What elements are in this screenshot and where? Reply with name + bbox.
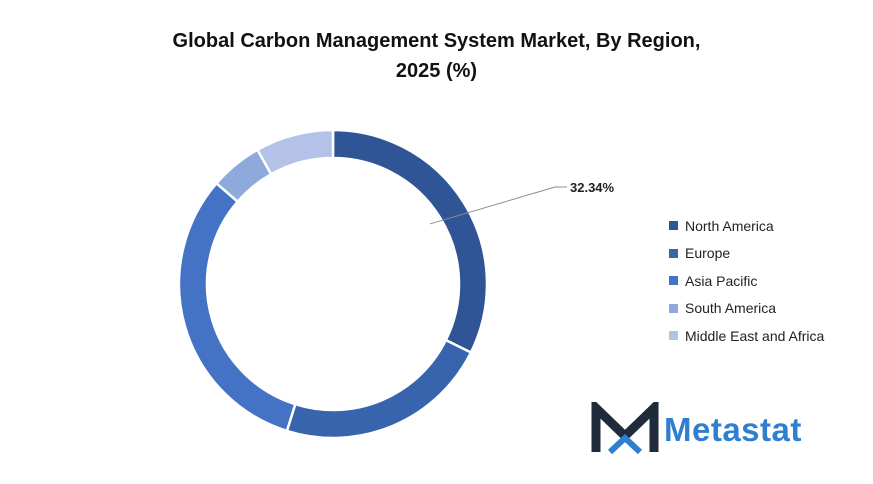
donut-slice-middle-east-and-africa <box>255 128 335 176</box>
chart-title: Global Carbon Management System Market, … <box>0 26 873 86</box>
chart-title-line1: Global Carbon Management System Market, … <box>172 30 701 52</box>
metastat-logo: Metastat <box>590 402 802 458</box>
legend-swatch <box>669 303 678 313</box>
legend-swatch <box>669 276 678 286</box>
legend-item-middle-east-and-africa: Middle East and Africa <box>669 322 824 350</box>
legend-label: Middle East and Africa <box>685 327 825 344</box>
legend-label: North America <box>685 217 774 234</box>
legend-item-north-america: North America <box>669 212 824 240</box>
metastat-logo-text: Metastat <box>664 411 802 448</box>
legend-item-asia-pacific: Asia Pacific <box>669 267 824 295</box>
donut-slice-asia-pacific <box>177 181 297 433</box>
chart-title-line2: 2025 (%) <box>395 60 478 82</box>
metastat-logo-mark-icon <box>591 402 659 455</box>
legend-label: South America <box>685 300 777 317</box>
chart-legend: North America Europe Asia Pacific South Ame… <box>669 212 824 350</box>
donut-slice-north-america <box>331 128 489 355</box>
donut-slice-europe <box>285 338 473 440</box>
legend-swatch <box>669 331 678 341</box>
legend-label: Europe <box>685 245 731 262</box>
legend-swatch <box>669 221 678 231</box>
legend-swatch <box>669 248 678 258</box>
legend-label: Asia Pacific <box>685 272 758 289</box>
legend-item-europe: Europe <box>669 240 824 268</box>
data-label-leader-line <box>429 186 567 225</box>
data-label-north-america: 32.34% <box>570 180 615 195</box>
legend-item-south-america: South America <box>669 295 824 323</box>
